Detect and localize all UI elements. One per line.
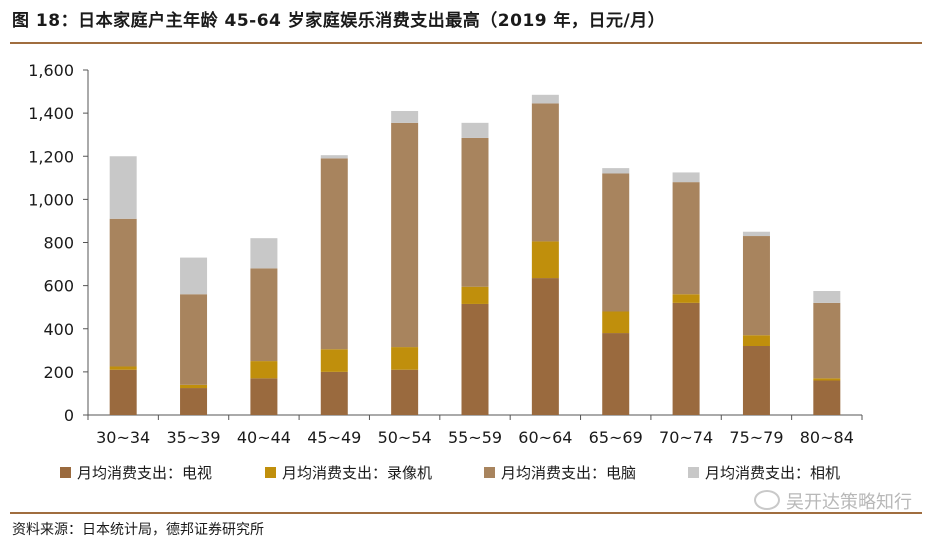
bar-segment <box>531 103 559 242</box>
bar-segment <box>320 158 348 350</box>
bar-segment <box>109 218 137 367</box>
bar-segment <box>320 349 348 372</box>
bar-segment <box>180 257 208 295</box>
chart-title: 图 18：日本家庭户主年龄 45-64 岁家庭娱乐消费支出最高（2019 年，日… <box>12 11 666 31</box>
footer-rule <box>10 512 922 514</box>
bar-segment <box>461 286 489 304</box>
x-tick-label: 80~84 <box>800 428 854 447</box>
legend-swatch <box>688 467 699 478</box>
bar-segment <box>742 346 770 415</box>
bar-segment <box>742 231 770 237</box>
bar-segment <box>531 241 559 279</box>
bar-segment <box>320 371 348 415</box>
bar-segment <box>813 302 841 379</box>
bar-segment <box>813 378 841 381</box>
bar-segment <box>250 238 278 269</box>
x-tick-label: 35~39 <box>166 428 220 447</box>
bar-segment <box>602 173 630 312</box>
bar-segment <box>391 369 419 415</box>
y-tick-label: 1,400 <box>28 104 74 123</box>
x-tick-label: 30~34 <box>96 428 150 447</box>
x-tick-label: 60~64 <box>518 428 572 447</box>
x-tick-label: 50~54 <box>378 428 432 447</box>
bar-segment <box>602 311 630 334</box>
bar-segment <box>672 172 700 183</box>
legend-label: 月均消费支出：录像机 <box>282 464 432 482</box>
wechat-icon <box>754 490 780 510</box>
legend-label: 月均消费支出：电脑 <box>501 464 636 482</box>
y-tick-label: 1,600 <box>28 61 74 80</box>
bar-segment <box>461 122 489 138</box>
bar-segment <box>180 388 208 415</box>
x-tick-label: 45~49 <box>307 428 361 447</box>
bar-segment <box>531 94 559 104</box>
y-tick-label: 800 <box>43 234 74 253</box>
bar-segment <box>180 384 208 389</box>
legend-swatch <box>265 467 276 478</box>
watermark: 吴开达策略知行 <box>754 488 912 514</box>
y-tick-label: 200 <box>43 363 74 382</box>
x-tick-label: 55~59 <box>448 428 502 447</box>
legend-label: 月均消费支出：相机 <box>705 464 840 482</box>
title-rule <box>10 42 922 44</box>
legend-swatch <box>484 467 495 478</box>
bar-segment <box>672 294 700 303</box>
bar-segment <box>672 302 700 415</box>
source-note: 资料来源：日本统计局，德邦证券研究所 <box>12 522 264 538</box>
bar-segment <box>250 378 278 415</box>
bar-segment <box>391 122 419 348</box>
legend-label: 月均消费支出：电视 <box>77 464 212 482</box>
bar-segment <box>602 333 630 415</box>
bar-segment <box>109 156 137 219</box>
bar-segment <box>672 182 700 295</box>
bar-segment <box>320 155 348 159</box>
bar-segment <box>109 366 137 370</box>
bar-segment <box>391 347 419 370</box>
bar-segment <box>813 380 841 415</box>
x-tick-label: 40~44 <box>237 428 291 447</box>
bar-segment <box>250 268 278 362</box>
y-tick-label: 600 <box>43 277 74 296</box>
stacked-bar-chart: 0 200 400 600 800 1,000 1,200 1,400 1,600 30~34 35… <box>28 61 863 482</box>
y-tick-label: 400 <box>43 320 74 339</box>
bar-segment <box>742 335 770 346</box>
legend-swatch <box>60 467 71 478</box>
bar-segment <box>602 168 630 174</box>
y-tick-label: 1,200 <box>28 147 74 166</box>
bar-segment <box>461 137 489 287</box>
y-tick-label: 1,000 <box>28 190 74 209</box>
x-tick-label: 75~79 <box>729 428 783 447</box>
y-tick-label: 0 <box>64 406 74 425</box>
x-tick-label: 65~69 <box>589 428 643 447</box>
bar-segment <box>813 291 841 303</box>
watermark-text: 吴开达策略知行 <box>786 492 912 513</box>
bar-segment <box>180 294 208 385</box>
bar-segment <box>742 236 770 336</box>
bar-segment <box>531 278 559 415</box>
bar-segment <box>109 369 137 415</box>
x-tick-label: 70~74 <box>659 428 713 447</box>
bar-segment <box>391 110 419 123</box>
bar-segment <box>250 361 278 379</box>
bar-segment <box>461 303 489 415</box>
